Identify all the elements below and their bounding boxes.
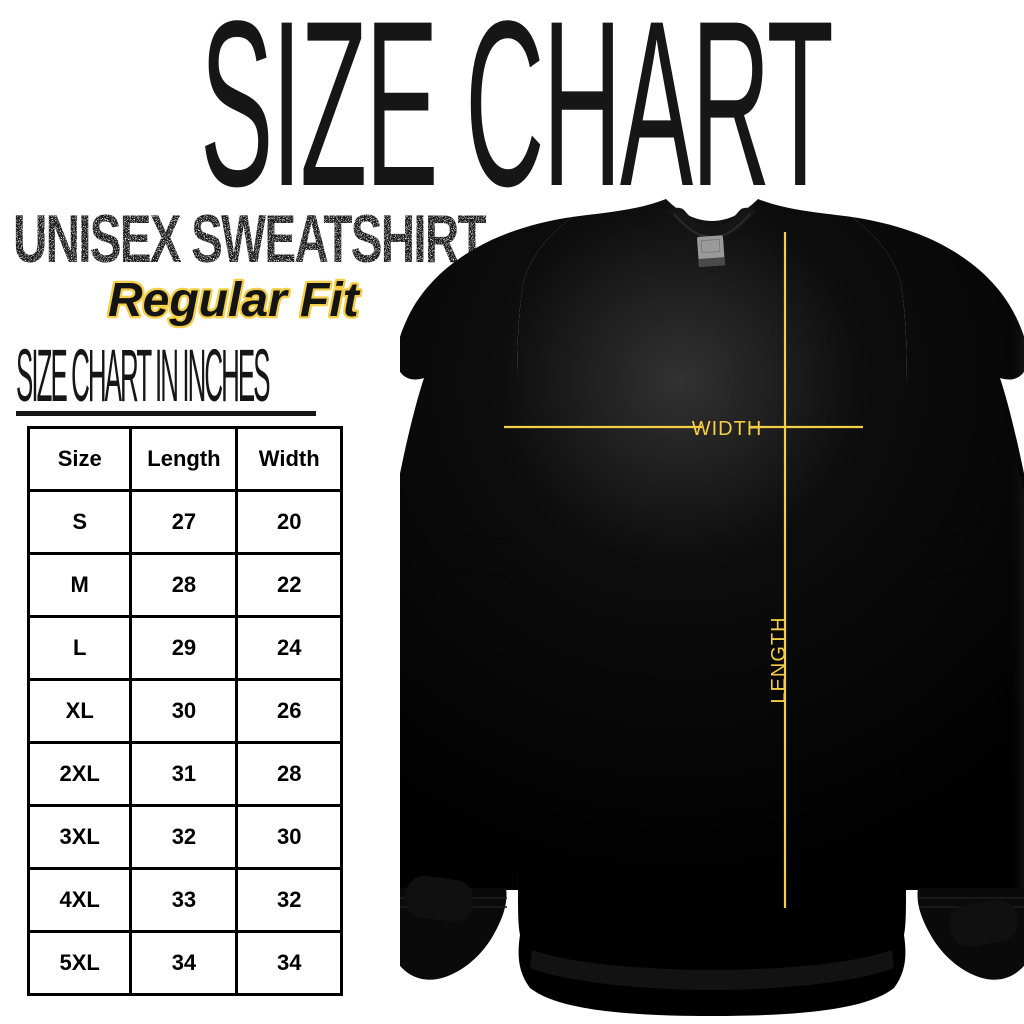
svg-text:Regular Fit: Regular Fit xyxy=(108,274,361,327)
svg-text:LENGTH: LENGTH xyxy=(768,616,790,703)
svg-text:WIDTH: WIDTH xyxy=(692,418,763,440)
svg-text:SIZE CHART IN INCHES: SIZE CHART IN INCHES xyxy=(16,334,270,417)
